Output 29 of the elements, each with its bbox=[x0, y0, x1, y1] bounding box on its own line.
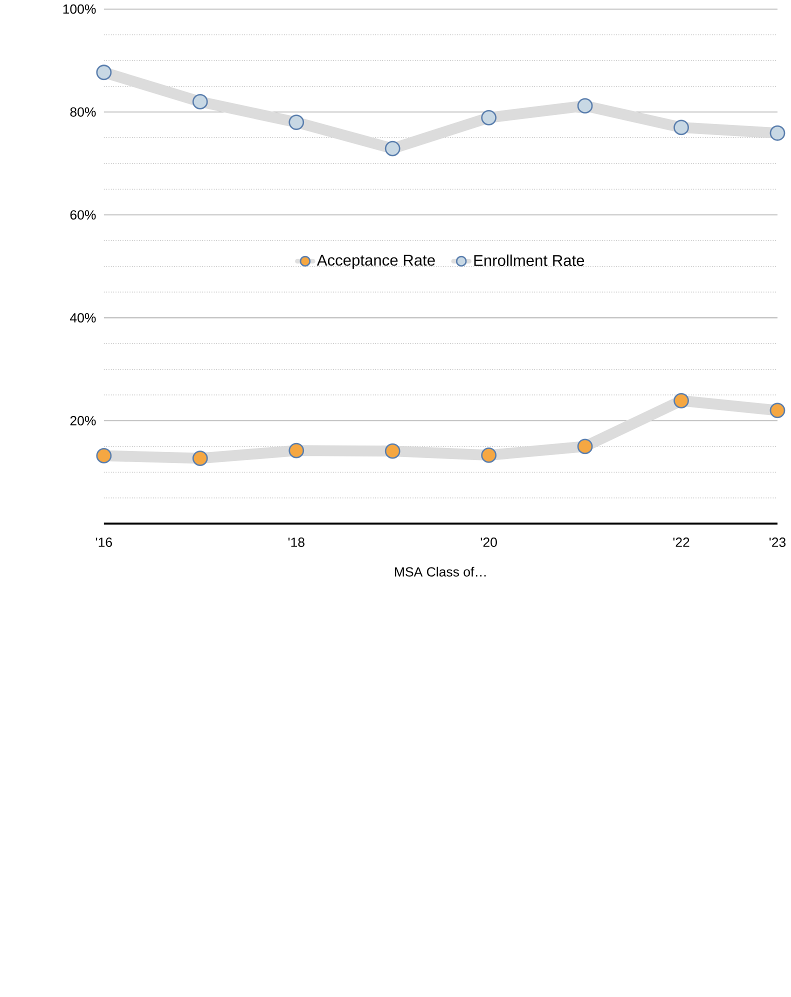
point bbox=[674, 120, 690, 136]
x-tick-label: '16 bbox=[96, 538, 112, 547]
x-tick-label: '23 bbox=[770, 538, 786, 547]
x-tick-label: '20 bbox=[481, 538, 498, 547]
point bbox=[481, 110, 497, 126]
x-tick-label: '22 bbox=[674, 538, 690, 547]
point bbox=[578, 438, 593, 454]
point bbox=[385, 140, 401, 156]
x-axis-title: MSA Class of… bbox=[395, 566, 486, 577]
point bbox=[385, 443, 401, 459]
y-tick-label: 100% bbox=[64, 4, 96, 14]
point bbox=[770, 402, 786, 418]
point bbox=[770, 125, 786, 141]
y-tick-label: 40% bbox=[70, 313, 96, 323]
point bbox=[192, 450, 208, 466]
point bbox=[481, 447, 497, 463]
y-tick-label: 60% bbox=[70, 210, 96, 220]
point bbox=[96, 64, 112, 80]
legend-label: Enrollment Rate bbox=[474, 254, 584, 266]
point bbox=[288, 442, 304, 458]
point bbox=[578, 98, 593, 114]
legend-label: Acceptance Rate bbox=[317, 254, 436, 269]
point bbox=[674, 392, 690, 408]
y-tick-label: 20% bbox=[70, 416, 96, 426]
y-tick-label: 80% bbox=[70, 107, 96, 117]
x-tick-label: '18 bbox=[288, 538, 305, 547]
point bbox=[192, 94, 208, 110]
point bbox=[288, 114, 304, 130]
point bbox=[96, 448, 112, 464]
